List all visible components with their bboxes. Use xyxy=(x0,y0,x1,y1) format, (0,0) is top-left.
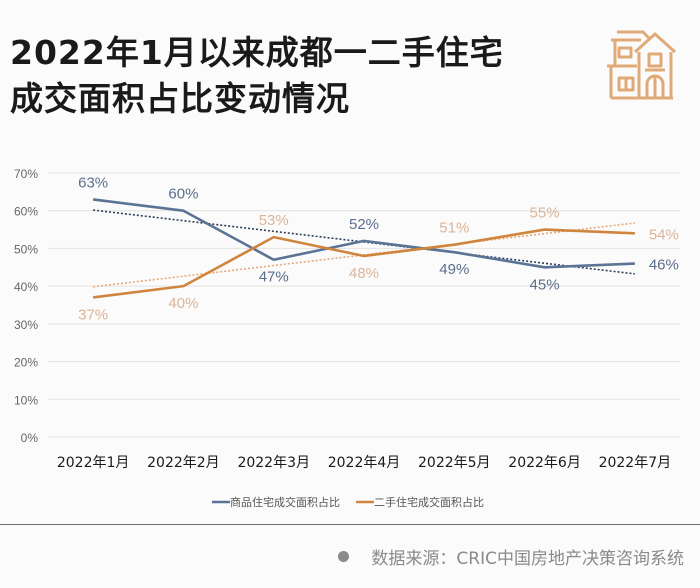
data-source: 数据来源：CRIC中国房地产决策咨询系统 xyxy=(338,544,684,569)
x-tick-label: 2022年7月 xyxy=(599,455,672,471)
legend-label: 商品住宅成交面积占比 xyxy=(230,495,340,509)
legend-label: 二手住宅成交面积占比 xyxy=(374,495,484,509)
title-line-1: 2022年1月以来成都一二手住宅 xyxy=(10,33,504,72)
data-label: 45% xyxy=(530,276,560,293)
title-line-2: 成交面积占比变动情况 xyxy=(10,79,350,118)
y-tick-label: 40% xyxy=(14,280,38,294)
y-tick-label: 10% xyxy=(14,393,38,407)
data-label: 51% xyxy=(439,220,469,237)
x-tick-label: 2022年6月 xyxy=(508,455,581,471)
data-label: 55% xyxy=(530,205,560,222)
data-label: 46% xyxy=(649,257,679,274)
y-tick-label: 60% xyxy=(14,205,38,219)
y-tick-label: 30% xyxy=(14,318,38,332)
data-label: 37% xyxy=(78,306,108,323)
y-tick-label: 0% xyxy=(21,431,39,445)
data-source-text: 数据来源：CRIC中国房地产决策咨询系统 xyxy=(371,549,684,569)
y-tick-label: 20% xyxy=(14,356,38,370)
data-label: 60% xyxy=(168,186,198,203)
data-label: 63% xyxy=(78,174,108,191)
data-label: 53% xyxy=(259,212,289,229)
x-tick-label: 2022年2月 xyxy=(147,455,220,471)
x-tick-label: 2022年5月 xyxy=(418,455,491,471)
x-tick-label: 2022年3月 xyxy=(237,455,310,471)
y-tick-label: 50% xyxy=(14,242,38,256)
x-tick-label: 2022年1月 xyxy=(57,455,130,471)
data-label: 40% xyxy=(168,295,198,312)
series-line-new-home xyxy=(92,198,635,269)
footer-divider xyxy=(0,524,700,525)
series-line-second-hand xyxy=(92,228,635,299)
line-chart: 0% 10% 20% 30% 40% 50% 60% 70% 2022年1月 2022年2月 20… xyxy=(14,167,680,509)
data-label: 48% xyxy=(349,265,379,282)
x-tick-label: 2022年4月 xyxy=(328,455,401,471)
bullet-dot-icon xyxy=(338,551,350,562)
data-label: 54% xyxy=(649,226,679,243)
chart-title: 2022年1月以来成都一二手住宅 成交面积占比变动情况 xyxy=(10,30,504,122)
house-icon xyxy=(607,30,677,100)
data-label: 47% xyxy=(259,269,289,286)
data-label: 49% xyxy=(439,261,469,278)
data-label: 52% xyxy=(349,216,379,233)
y-tick-label: 70% xyxy=(14,167,38,181)
